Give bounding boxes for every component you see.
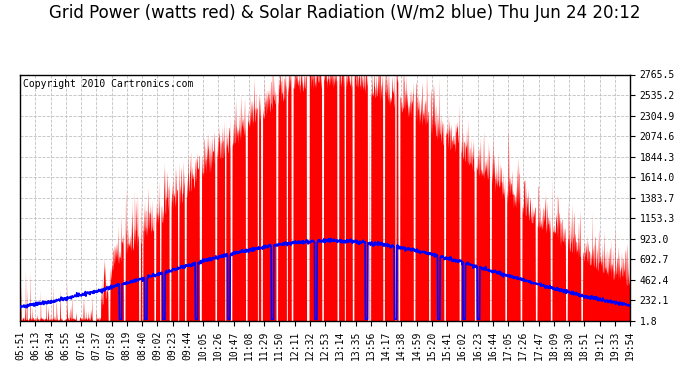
Text: Grid Power (watts red) & Solar Radiation (W/m2 blue) Thu Jun 24 20:12: Grid Power (watts red) & Solar Radiation… bbox=[49, 4, 641, 22]
Text: Copyright 2010 Cartronics.com: Copyright 2010 Cartronics.com bbox=[23, 80, 193, 89]
